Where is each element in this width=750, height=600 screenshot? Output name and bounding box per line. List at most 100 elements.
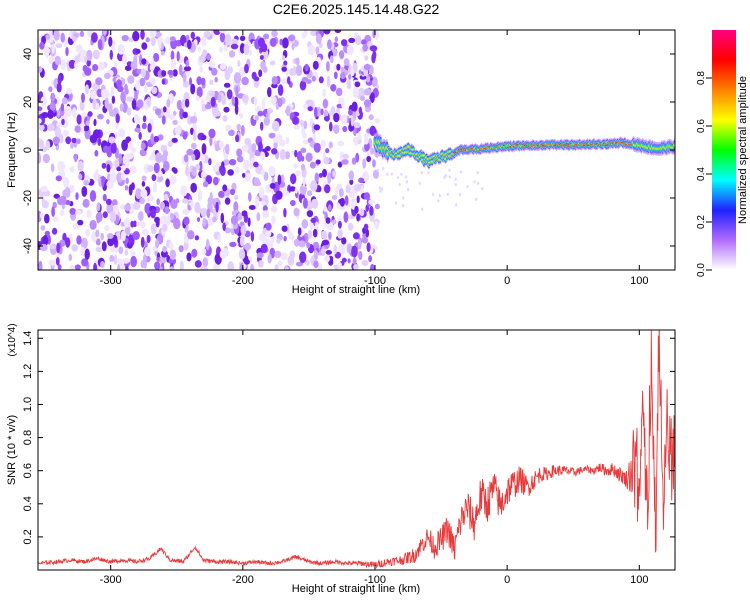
noise-blob xyxy=(322,98,329,109)
noise-blob xyxy=(254,115,259,121)
snr-y-tick-label: 0.4 xyxy=(22,496,34,511)
noise-blob xyxy=(61,118,65,126)
noise-blob xyxy=(224,227,232,234)
noise-blob xyxy=(121,139,128,151)
noise-blob xyxy=(280,252,288,261)
noise-blob xyxy=(262,43,268,53)
noise-blob xyxy=(97,39,103,50)
noise-blob xyxy=(155,218,160,228)
noise-blob xyxy=(281,78,289,85)
noise-blob xyxy=(374,220,380,230)
noise-blob xyxy=(80,246,85,257)
noise-blob xyxy=(172,119,178,125)
noise-blob xyxy=(160,50,165,56)
noise-blob xyxy=(263,33,270,40)
noise-blob xyxy=(234,104,239,115)
noise-blob xyxy=(201,35,207,47)
noise-blob xyxy=(307,190,313,197)
noise-blob xyxy=(363,63,371,71)
noise-blob xyxy=(164,36,171,45)
noise-blob xyxy=(341,159,349,165)
noise-blob xyxy=(353,264,359,270)
noise-blob xyxy=(80,123,85,134)
noise-blob xyxy=(301,219,309,229)
noise-blob xyxy=(41,112,49,119)
noise-blob xyxy=(60,32,65,43)
noise-blob xyxy=(53,30,60,41)
noise-blob xyxy=(56,82,62,93)
noise-blob xyxy=(303,120,308,130)
noise-blob xyxy=(269,60,276,66)
noise-blob xyxy=(97,137,102,146)
noise-blob xyxy=(57,74,62,85)
noise-blob xyxy=(247,217,251,227)
noise-blob xyxy=(169,212,174,220)
noise-blob xyxy=(130,255,138,268)
noise-blob xyxy=(118,128,126,138)
noise-blob xyxy=(340,114,348,125)
noise-blob xyxy=(229,188,236,196)
noise-blob xyxy=(223,158,230,166)
noise-blob xyxy=(293,65,297,76)
noise-blob xyxy=(43,46,51,56)
noise-blob xyxy=(100,261,105,268)
noise-blob xyxy=(475,197,478,201)
noise-blob xyxy=(160,215,168,226)
noise-blob xyxy=(161,70,167,77)
noise-blob xyxy=(228,159,237,166)
noise-blob xyxy=(292,116,299,125)
noise-blob xyxy=(38,139,45,150)
noise-blob xyxy=(104,97,109,109)
noise-blob xyxy=(200,266,208,270)
noise-blob xyxy=(102,193,107,202)
noise-blob xyxy=(320,108,324,116)
noise-blob xyxy=(348,73,352,81)
noise-blob xyxy=(320,249,326,255)
noise-blob xyxy=(181,198,189,204)
noise-blob xyxy=(218,140,224,149)
noise-blob xyxy=(438,194,441,198)
noise-blob xyxy=(179,64,183,76)
colorbar-tick-label: 0.6 xyxy=(696,119,707,133)
noise-blob xyxy=(223,44,228,52)
noise-blob xyxy=(84,67,92,76)
noise-blob xyxy=(282,37,289,49)
noise-blob xyxy=(89,90,96,100)
noise-blob xyxy=(75,192,79,201)
noise-blob xyxy=(190,31,195,39)
noise-blob xyxy=(64,187,71,198)
noise-blob xyxy=(171,137,178,143)
noise-blob xyxy=(73,32,80,38)
noise-blob xyxy=(122,54,128,65)
noise-blob xyxy=(81,186,88,197)
noise-blob xyxy=(243,43,250,56)
noise-blob xyxy=(57,160,65,172)
noise-blob xyxy=(339,151,345,161)
noise-blob xyxy=(145,37,150,43)
colorbar-axis: 0.0 0.2 0.4 0.6 0.8 xyxy=(696,71,712,277)
noise-blob xyxy=(242,172,246,178)
noise-blob xyxy=(321,230,328,240)
noise-blob xyxy=(108,36,113,47)
noise-blob xyxy=(242,94,249,103)
noise-blob xyxy=(346,79,352,90)
noise-blob xyxy=(454,177,457,181)
noise-blob xyxy=(65,237,71,248)
noise-blob xyxy=(351,101,358,112)
noise-blob xyxy=(230,43,239,50)
noise-blob xyxy=(313,142,321,153)
noise-blob xyxy=(196,86,203,98)
noise-blob xyxy=(188,77,193,86)
noise-blob xyxy=(187,204,191,211)
noise-blob xyxy=(106,163,111,173)
noise-blob xyxy=(363,192,371,200)
noise-blob xyxy=(63,176,70,189)
noise-blob xyxy=(209,79,214,85)
noise-blob xyxy=(262,210,270,219)
noise-blob xyxy=(140,236,145,248)
snr-x-tick-label: 100 xyxy=(630,574,648,586)
noise-blob xyxy=(261,200,266,207)
noise-blob xyxy=(197,189,203,202)
noise-blob xyxy=(108,136,116,144)
noise-blob xyxy=(110,142,117,154)
